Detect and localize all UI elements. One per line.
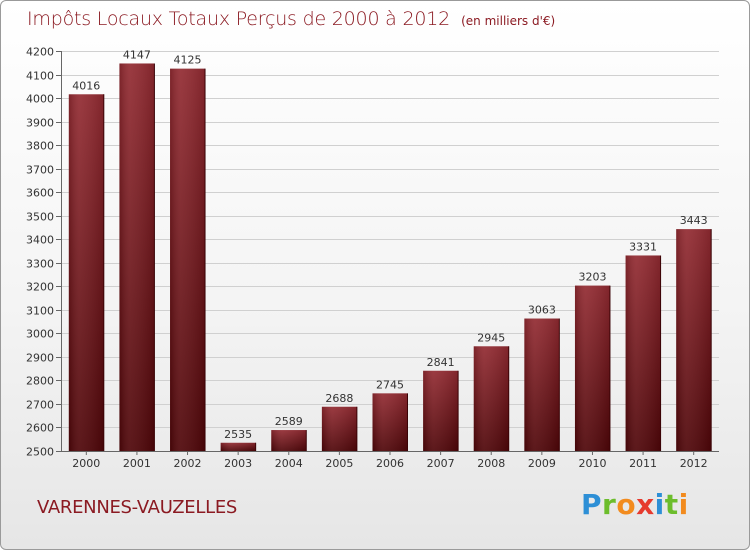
x-tick-label: 2011 (629, 457, 657, 470)
bars (68, 63, 712, 452)
y-tick-label: 2800 (26, 375, 54, 388)
grid-lines (61, 51, 719, 452)
title-unit: (en milliers d'€) (461, 14, 556, 28)
x-tick-label: 2009 (528, 457, 556, 470)
y-tick-label: 3400 (26, 234, 54, 247)
chart-title: Impôts Locaux Totaux Perçus de 2000 à 20… (27, 8, 555, 30)
commune-name: VARENNES-VAUZELLES (37, 497, 238, 518)
x-tick-label: 2004 (275, 457, 303, 470)
y-tick-label: 2600 (26, 422, 54, 435)
data-label: 3331 (629, 240, 657, 253)
y-tick-label: 3200 (26, 281, 54, 294)
bar-shade (321, 406, 357, 451)
data-label: 2589 (275, 415, 303, 428)
bar-shade (524, 318, 560, 451)
brand-letter: o (616, 488, 637, 521)
data-label: 2841 (427, 356, 455, 369)
bar-shade (119, 63, 155, 452)
y-tick-label: 3600 (26, 187, 54, 200)
y-tick-label: 3800 (26, 140, 54, 153)
y-tick-label: 3700 (26, 164, 54, 177)
axes (56, 51, 719, 455)
bar-shade (423, 370, 459, 451)
x-tick-label: 2007 (427, 457, 455, 470)
data-label: 2945 (477, 331, 505, 344)
bar-shade (220, 442, 256, 451)
bar-shade (625, 255, 661, 451)
bar-shade (68, 94, 104, 451)
data-label: 3063 (528, 304, 556, 317)
x-tick-label: 2000 (72, 457, 100, 470)
bar-shade (473, 346, 509, 451)
y-tick-label: 3100 (26, 305, 54, 318)
data-label: 2535 (224, 428, 252, 441)
data-label: 3203 (578, 271, 606, 284)
x-tick-label: 2005 (325, 457, 353, 470)
data-label: 3443 (680, 214, 708, 227)
brand-letter: P (581, 488, 603, 521)
y-tick-label: 4100 (26, 70, 54, 83)
x-tick-label: 2002 (174, 457, 202, 470)
bar-shade (574, 285, 610, 451)
x-tick-label: 2006 (376, 457, 404, 470)
y-tick-label: 4200 (26, 46, 54, 59)
x-tick-label: 2012 (680, 457, 708, 470)
y-tick-label: 2900 (26, 352, 54, 365)
x-tick-label: 2001 (123, 457, 151, 470)
y-tick-label: 4000 (26, 93, 54, 106)
bar-shade (372, 393, 408, 451)
brand-letter: x (636, 488, 655, 521)
data-label: 4147 (123, 48, 151, 61)
x-tick-label: 2010 (578, 457, 606, 470)
x-tick-label: 2003 (224, 457, 252, 470)
data-label: 2688 (325, 392, 353, 405)
y-tick-label: 2700 (26, 399, 54, 412)
y-tick-label: 2500 (26, 446, 54, 459)
data-label: 4125 (174, 54, 202, 67)
bar-shade (271, 430, 307, 451)
y-tick-label: 3000 (26, 328, 54, 341)
brand-letter: r (602, 488, 617, 521)
data-label: 2745 (376, 378, 404, 391)
y-tick-label: 3900 (26, 117, 54, 130)
labels: 2500 2600 2700 2800 2900 3000 3100 3200 3300 3400… (26, 46, 708, 471)
x-tick-label: 2008 (477, 457, 505, 470)
brand-letter: i (678, 488, 689, 521)
bar-shade (170, 68, 206, 451)
brand-letter: t (664, 488, 679, 521)
brand-letter: i (654, 488, 665, 521)
y-tick-label: 3300 (26, 258, 54, 271)
data-label: 4016 (72, 79, 100, 92)
proxiti-logo: Proxiti (581, 488, 689, 521)
y-tick-label: 3500 (26, 211, 54, 224)
title-main: Impôts Locaux Totaux Perçus de 2000 à 20… (27, 8, 451, 30)
bar-shade (676, 229, 712, 451)
